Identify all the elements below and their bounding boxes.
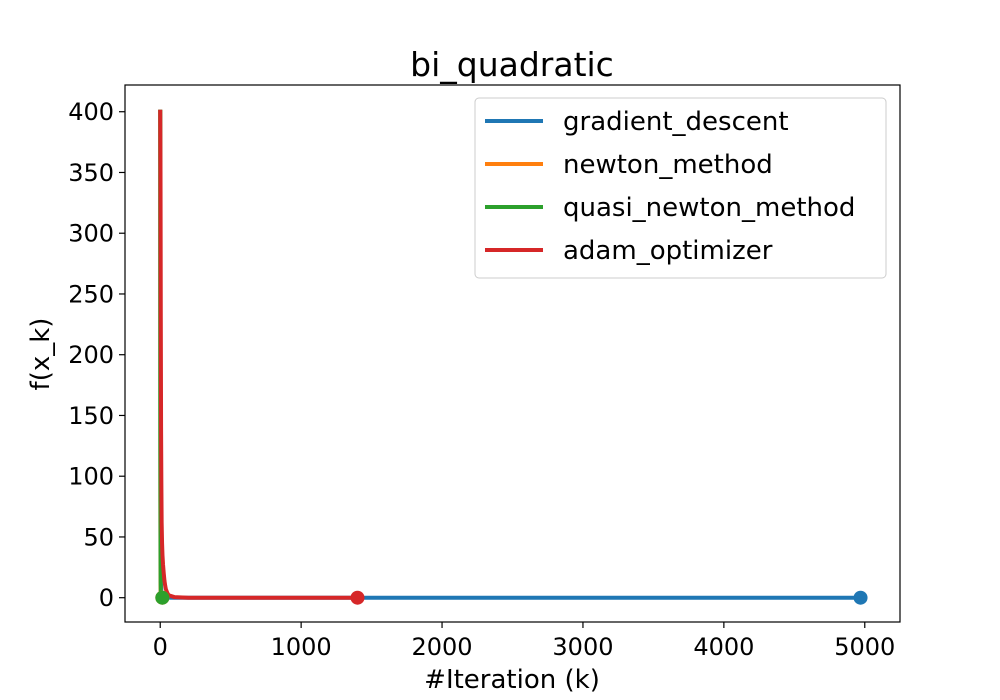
series-layer: [155, 109, 868, 605]
x-tick-label: 0: [153, 633, 168, 661]
end-point-gradient-descent: [853, 590, 868, 605]
end-point-adam-optimizer: [350, 590, 365, 605]
plot-frame: [124, 84, 901, 623]
legend-label-adam-optimizer: adam_optimizer: [563, 236, 773, 266]
end-point-quasi-newton-method: [155, 590, 170, 605]
legend-label-gradient-descent: gradient_descent: [563, 107, 789, 137]
x-axis-label: #Iteration (k): [424, 665, 600, 695]
legend: gradient_descent newton_method quasi_newto…: [474, 97, 887, 279]
legend-box: [474, 97, 887, 279]
y-tick-label: 0: [99, 584, 114, 612]
y-axis: 0 50 100 150 200 250 300 350 400: [68, 98, 125, 612]
y-tick-label: 300: [68, 220, 114, 248]
x-tick-label: 1000: [271, 633, 332, 661]
legend-label-quasi-newton-method: quasi_newton_method: [563, 193, 855, 223]
y-tick-label: 200: [68, 341, 114, 369]
y-axis-label: f(x_k): [26, 318, 56, 391]
y-tick-label: 350: [68, 159, 114, 187]
y-tick-label: 400: [68, 98, 114, 126]
x-tick-label: 4000: [693, 633, 754, 661]
y-tick-label: 250: [68, 280, 114, 308]
legend-label-newton-method: newton_method: [563, 150, 773, 180]
x-tick-label: 2000: [412, 633, 473, 661]
series-line-adam-optimizer: [158, 109, 360, 600]
x-tick-label: 5000: [834, 633, 895, 661]
x-axis: 0 1000 2000 3000 4000 5000: [153, 622, 895, 661]
y-tick-label: 100: [68, 463, 114, 491]
x-tick-label: 3000: [552, 633, 613, 661]
y-tick-label: 50: [83, 523, 114, 551]
chart-title: bi_quadratic: [410, 45, 614, 84]
y-tick-label: 150: [68, 402, 114, 430]
